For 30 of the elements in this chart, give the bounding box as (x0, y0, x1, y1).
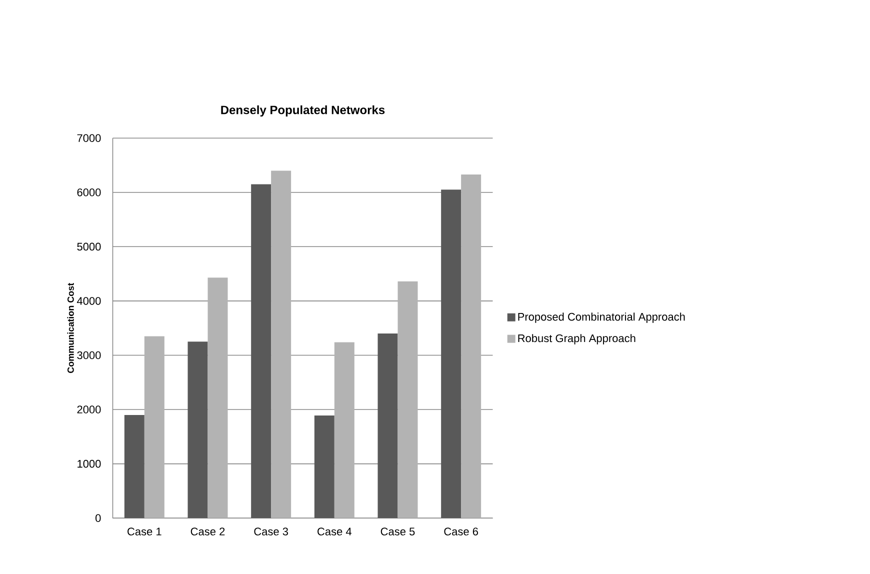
x-tick-label: Case 5 (380, 528, 415, 536)
bar (334, 342, 354, 518)
y-tick-label: 2000 (77, 406, 101, 414)
x-tick-label: Case 4 (318, 528, 352, 536)
y-tick-label: 6000 (77, 188, 101, 196)
bar (378, 334, 398, 518)
bar (398, 281, 418, 518)
x-tick-label: Case 3 (254, 528, 288, 536)
chart-title: Densely Populated Networks (221, 105, 385, 117)
y-axis-title: Communication Cost (67, 282, 74, 373)
y-tick-label: 3000 (77, 351, 101, 360)
y-tick-label: 7000 (77, 134, 101, 142)
y-tick-label: 1000 (78, 460, 101, 468)
y-tick-label: 0 (96, 514, 101, 522)
bar (144, 336, 164, 518)
bar (441, 190, 462, 518)
legend-label: Proposed Combinatorial Approach (518, 312, 685, 323)
x-tick-label: Case 2 (190, 528, 225, 536)
bar (251, 184, 272, 518)
legend-label: Robust Graph Approach (518, 334, 636, 344)
y-tick-label: 4000 (76, 297, 101, 305)
x-tick-label: Case 1 (128, 528, 162, 536)
bar (188, 342, 208, 518)
bar (271, 170, 292, 518)
y-tick-label: 5000 (77, 242, 101, 251)
x-tick-label: Case 6 (444, 528, 478, 536)
bar (314, 415, 334, 518)
bar (208, 278, 228, 518)
bar (461, 174, 482, 518)
bar (124, 414, 144, 518)
